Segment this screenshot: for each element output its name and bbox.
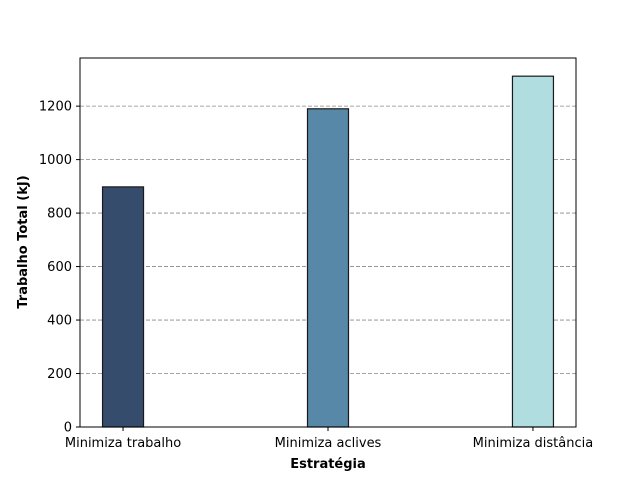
bar	[306, 108, 350, 428]
x-tick-label: Minimiza distância	[473, 436, 594, 451]
y-tick-label: 200	[47, 367, 72, 382]
x-tick-label: Minimiza aclives	[275, 436, 382, 451]
bar	[511, 75, 555, 428]
x-axis-ticks: Minimiza trabalho Minimiza aclives Minimiz…	[65, 427, 593, 451]
y-axis-label: Trabalho Total (kJ)	[16, 175, 31, 308]
y-tick-label: 600	[47, 260, 72, 275]
x-axis-label: Estratégia	[290, 457, 366, 472]
y-tick-label: 0	[64, 421, 72, 436]
y-axis-ticks: 0 200 400 600 800 1000 1200	[39, 100, 80, 436]
y-tick-label: 1000	[39, 153, 72, 168]
y-tick-label: 400	[47, 314, 72, 329]
bars	[101, 75, 555, 428]
x-tick-label: Minimiza trabalho	[65, 436, 181, 451]
bar	[101, 186, 145, 428]
y-tick-label: 800	[47, 207, 72, 222]
y-tick-label: 1200	[39, 100, 72, 115]
